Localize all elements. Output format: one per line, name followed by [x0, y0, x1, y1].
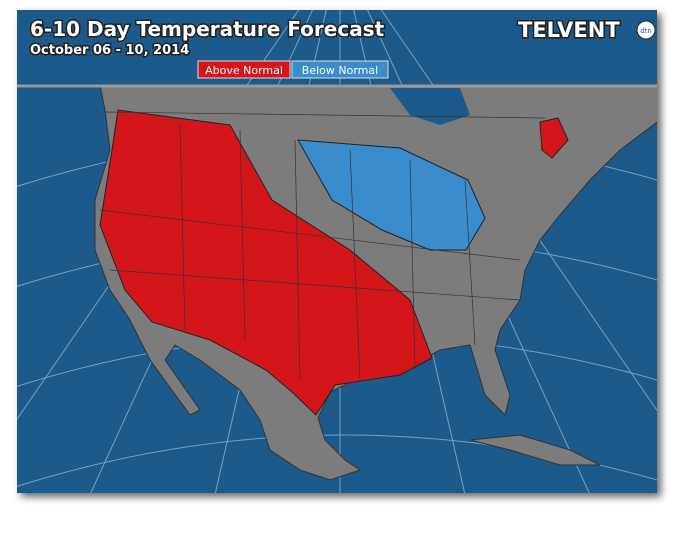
below-normal-region: [297, 139, 486, 251]
above-normal-region: [539, 117, 569, 159]
legend-label: Below Normal: [302, 64, 378, 77]
legend-label: Above Normal: [205, 64, 283, 77]
legend-swatch: [197, 60, 291, 79]
title: 6-10 Day Temperature Forecast: [30, 17, 385, 41]
cuba: [469, 434, 601, 466]
canada-ocean: [390, 88, 470, 125]
subtitle: October 06 - 10, 2014: [30, 43, 189, 58]
borders: [99, 111, 546, 381]
legend-swatch: [291, 60, 389, 79]
legend: Above Normal Below Normal: [197, 60, 389, 79]
logo-badge: [636, 20, 656, 40]
logo: TELVENT: [518, 18, 620, 42]
above-normal-region: [99, 109, 433, 416]
logo-badge-text: dtn: [640, 27, 652, 35]
